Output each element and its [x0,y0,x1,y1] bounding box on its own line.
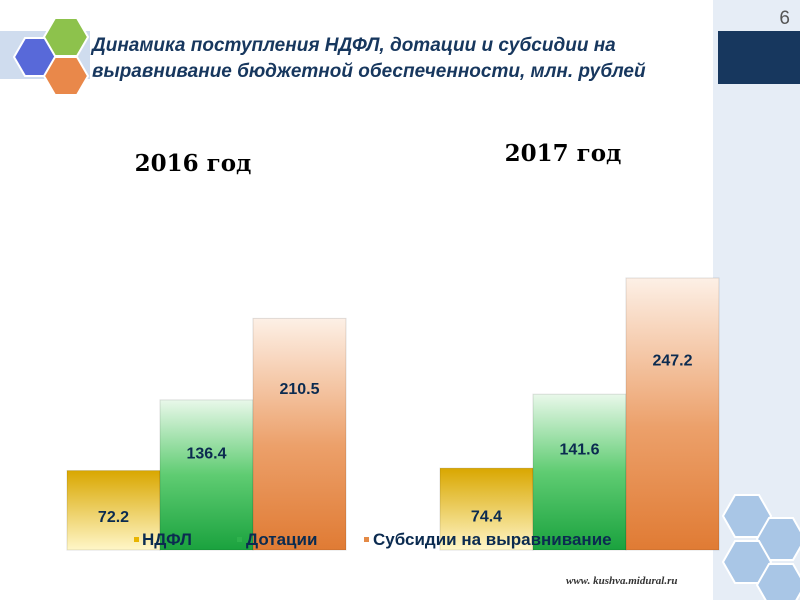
hexagon-lightblue-icon [721,494,773,538]
bar-ndfl-2017 [439,467,534,551]
legend-label-dotacii: Дотации [246,530,317,549]
legend-swatch-subsidii [364,537,369,542]
hexagon-lightblue-icon [721,540,773,584]
bar-dotacii-2017 [532,393,627,551]
legend-swatch-ndfl [134,537,139,542]
value-label-dotacii-2016: 136.4 [186,445,226,462]
value-label-dotacii-2017: 141.6 [559,442,599,459]
bar-subsidii-2017 [625,277,720,551]
hexagon-green-icon [42,17,90,57]
legend-label-ndfl: НДФЛ [142,530,192,549]
value-label-ndfl-2016: 72.2 [98,509,129,526]
page-number: 6 [779,8,790,29]
chart-title-2016: 2016 год [135,150,252,177]
title-band-right [718,31,800,84]
bar-subsidii-2016 [252,317,347,551]
bar-dotacii-2016 [159,399,254,551]
bar-ndfl-2016 [66,470,161,551]
value-label-subsidii-2016: 210.5 [279,381,319,398]
hexagon-lightblue-icon [755,563,800,600]
hexagon-orange-icon [42,56,90,96]
website-link[interactable]: www. kushva.midural.ru [566,575,678,587]
value-label-ndfl-2017: 74.4 [471,508,502,525]
page-title: Динамика поступления НДФЛ, дотации и суб… [92,35,646,82]
legend-swatch-dotacii [237,537,242,542]
legend: НДФЛ Дотации Субсидии на выравнивание [134,530,612,549]
value-label-subsidii-2017: 247.2 [652,353,692,370]
chart-title-2017: 2017 год [505,140,622,167]
legend-label-subsidii: Субсидии на выравнивание [373,530,612,549]
